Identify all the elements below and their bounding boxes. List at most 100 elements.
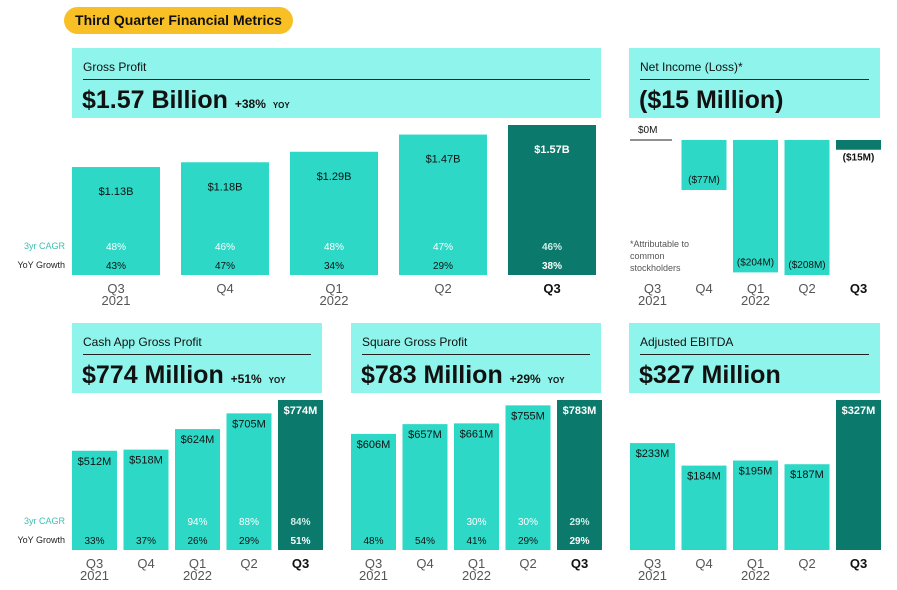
ebitda-tick-label: Q3 [850, 556, 867, 571]
ebitda-data-label: $195M [739, 466, 773, 478]
net-income-tick-label: Q1 [747, 281, 764, 296]
gross_profit-data-label: $1.13B [99, 186, 134, 198]
divider [83, 354, 311, 355]
cash_app-tick-label: Q3 [86, 556, 103, 571]
square-yoy: YOY [547, 376, 565, 385]
gross_profit-tick-label: Q1 [325, 281, 342, 296]
net-income-data-label: ($208M) [788, 260, 825, 271]
ebitda-bar [630, 443, 675, 550]
net-income-bar [733, 140, 778, 273]
divider [362, 354, 590, 355]
net-income-bar [681, 140, 727, 190]
gross-profit-value: $1.57 Billion [82, 86, 228, 114]
cash-app-change: +51% [230, 372, 262, 386]
net-income-header: Net Income (Loss)* ($15 Million) [629, 48, 880, 118]
gross_profit-yoy-label: 43% [106, 261, 126, 272]
gross_profit-data-label: $1.18B [208, 181, 243, 193]
gross_profit-year-label: 2022 [320, 293, 349, 308]
net-income-footnote: *Attributable to common stockholders [630, 238, 689, 274]
gross_profit-yoy-label: 38% [542, 261, 562, 272]
square-yoy-label: 54% [415, 536, 435, 547]
gross_profit-bar [72, 167, 160, 275]
square-title: Square Gross Profit [362, 335, 468, 349]
gross_profit-bar [508, 125, 596, 275]
square-change: +29% [509, 372, 541, 386]
ebitda-data-label: $184M [687, 471, 721, 483]
gross_profit-tick-label: Q4 [216, 281, 233, 296]
cash_app-bar [226, 413, 272, 550]
ebitda-year-label: 2022 [741, 568, 770, 583]
cash_app-tick-label: Q2 [240, 556, 257, 571]
cash-app-yoy: YOY [268, 376, 286, 385]
cash_app-cagr-label: 94% [187, 517, 207, 528]
square-yoy-label: 41% [466, 536, 486, 547]
ebitda-title: Adjusted EBITDA [640, 335, 734, 349]
square-yoy-label: 48% [363, 536, 383, 547]
square-cagr-label: 30% [518, 517, 538, 528]
square-tick-label: Q2 [519, 556, 536, 571]
gross_profit-data-label: $1.29B [317, 171, 352, 183]
gross_profit-cagr-label: 46% [542, 242, 562, 253]
gross_profit-cagr-label: 47% [433, 242, 453, 253]
cash_app-yoy-label: 29% [239, 536, 259, 547]
net-income-tick-label: Q3 [850, 281, 867, 296]
cagr-row-label-2: 3yr CAGR [23, 516, 65, 526]
ebitda-header: Adjusted EBITDA $327 Million [629, 323, 880, 393]
cash_app-year-label: 2022 [183, 568, 212, 583]
gross_profit-yoy-label: 34% [324, 261, 344, 272]
gross-profit-title: Gross Profit [83, 60, 147, 74]
square-yoy-label: 29% [569, 536, 589, 547]
square-bar [505, 405, 551, 550]
gross_profit-year-label: 2021 [102, 293, 131, 308]
cash_app-cagr-label: 84% [290, 517, 310, 528]
net-income-bar [836, 140, 881, 150]
square-data-label: $661M [460, 428, 494, 440]
gross_profit-data-label: $1.57B [534, 144, 570, 156]
cash_app-bar [72, 450, 117, 550]
yoy-row-label-2: YoY Growth [17, 535, 65, 545]
divider [83, 79, 590, 80]
gross_profit-tick-label: Q3 [107, 281, 124, 296]
cash-app-header: Cash App Gross Profit $774 Million +51% … [72, 323, 322, 393]
ebitda-data-label: $327M [842, 405, 876, 417]
ebitda-bar [681, 465, 727, 550]
square-bar [454, 423, 499, 550]
cash_app-yoy-label: 33% [84, 536, 104, 547]
gross_profit-cagr-label: 48% [324, 242, 344, 253]
gross_profit-cagr-label: 48% [106, 242, 126, 253]
square-year-label: 2021 [359, 568, 388, 583]
cash_app-yoy-label: 26% [187, 536, 207, 547]
ebitda-tick-label: Q2 [798, 556, 815, 571]
cash-app-value: $774 Million [82, 361, 224, 389]
square-value: $783 Million [361, 361, 503, 389]
gross_profit-bar [181, 162, 269, 275]
net-income-data-label: ($204M) [737, 257, 774, 268]
ebitda-data-label: $187M [790, 469, 824, 481]
ebitda-tick-label: Q1 [747, 556, 764, 571]
square-value-line: $783 Million +29% YOY [361, 361, 565, 390]
net-income-bar [784, 140, 830, 275]
net-income-year-label: 2022 [741, 293, 770, 308]
cash_app-bar [278, 400, 323, 550]
net-income-value: ($15 Million) [639, 86, 784, 114]
gross-profit-header: Gross Profit $1.57 Billion +38% YOY [72, 48, 601, 118]
square-tick-label: Q3 [571, 556, 588, 571]
cash_app-yoy-label: 51% [290, 536, 310, 547]
square-data-label: $606M [357, 439, 391, 451]
cash_app-year-label: 2021 [80, 568, 109, 583]
net-income-data-label: ($15M) [843, 153, 875, 164]
square-tick-label: Q1 [468, 556, 485, 571]
net-income-tick-label: Q2 [798, 281, 815, 296]
square-tick-label: Q3 [365, 556, 382, 571]
gross_profit-data-label: $1.47B [426, 154, 461, 166]
divider [640, 354, 869, 355]
section-badge: Third Quarter Financial Metrics [64, 7, 293, 34]
ebitda-bar [836, 400, 881, 550]
net-income-tick-label: Q4 [695, 281, 712, 296]
ebitda-tick-label: Q3 [644, 556, 661, 571]
ebitda-tick-label: Q4 [695, 556, 712, 571]
square-header: Square Gross Profit $783 Million +29% YO… [351, 323, 601, 393]
net-income-year-label: 2021 [638, 293, 667, 308]
footnote-line: common [630, 251, 665, 261]
